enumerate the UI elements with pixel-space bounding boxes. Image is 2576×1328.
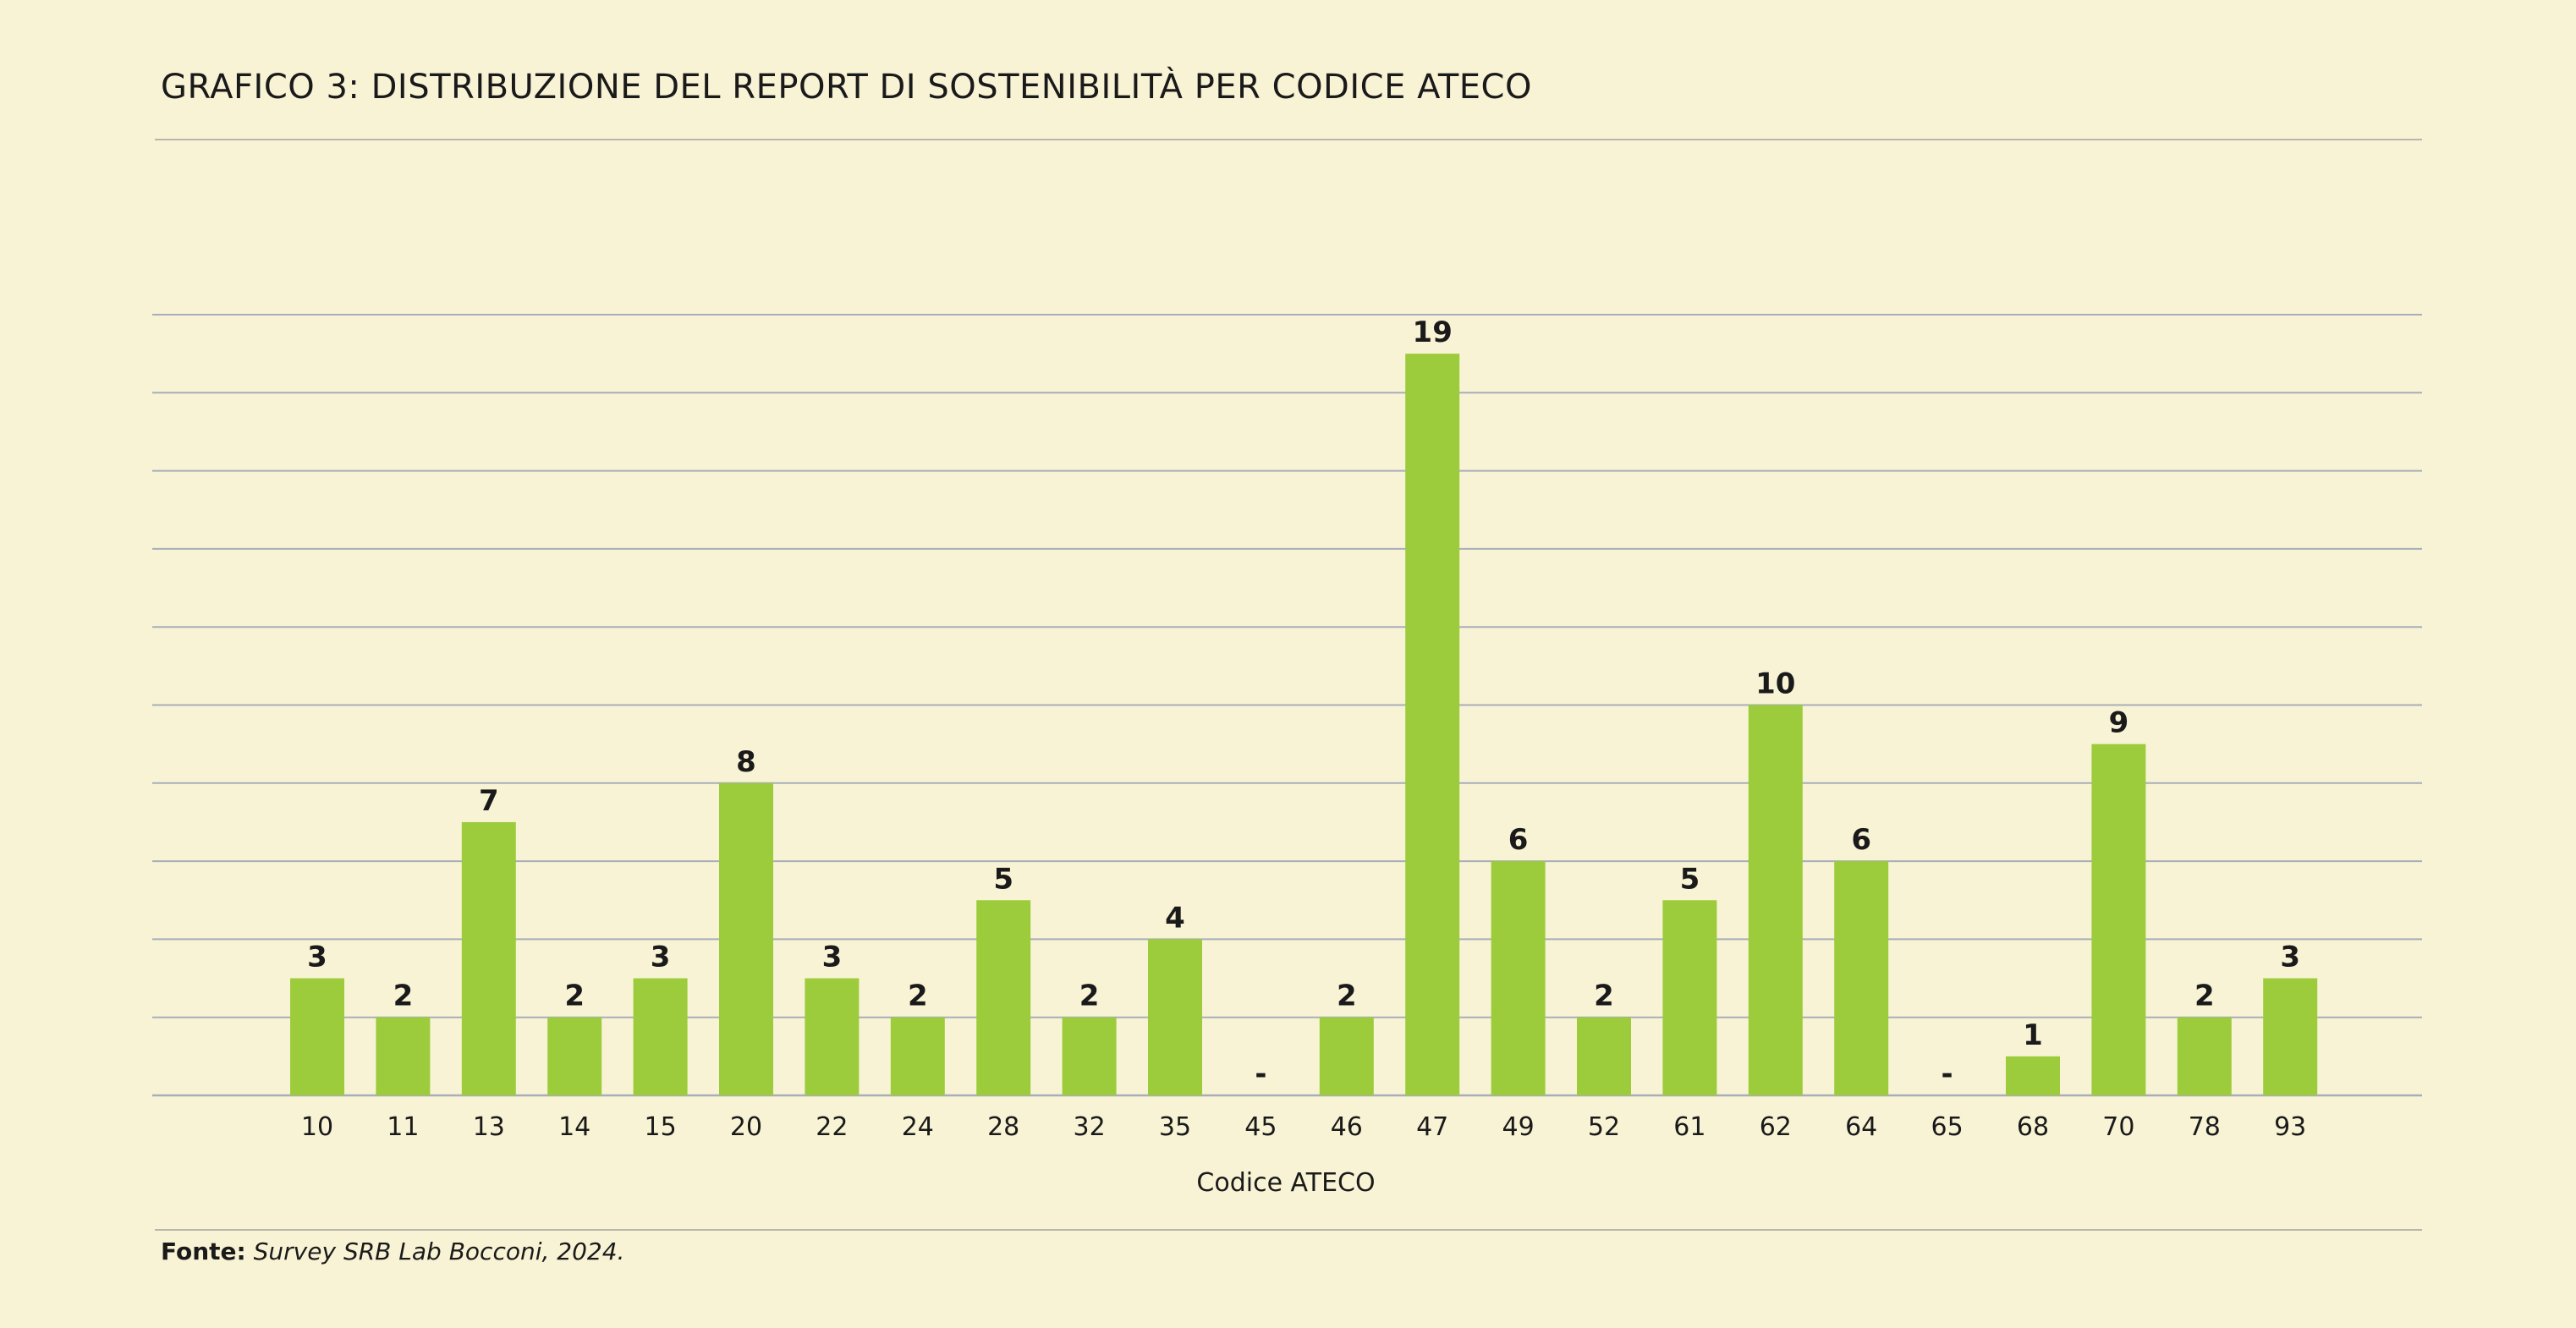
x-tick-10: 10 (301, 1112, 333, 1142)
bar-35 (1148, 939, 1202, 1095)
bar-52 (1577, 1017, 1631, 1095)
x-tick-24: 24 (902, 1112, 934, 1142)
source-label: Fonte: (161, 1237, 246, 1265)
x-tick-62: 62 (1760, 1112, 1792, 1142)
bars (290, 354, 2318, 1095)
x-axis-label: Codice ATECO (1196, 1168, 1375, 1198)
data-label-61: 5 (1680, 862, 1700, 896)
top-divider (155, 139, 2422, 140)
data-label-28: 5 (993, 862, 1013, 896)
data-label-62: 10 (1755, 667, 1795, 701)
bar-20 (719, 782, 773, 1095)
x-tick-47: 47 (1416, 1112, 1448, 1142)
x-tick-32: 32 (1074, 1112, 1106, 1142)
x-tick-28: 28 (987, 1112, 1019, 1142)
x-tick-labels: 10 11 13 14 15 20 22 24 28 32 35 45 46 47 49 52 61 62 64 65… (301, 1112, 2306, 1142)
source-text: Survey SRB Lab Bocconi, 2024. (253, 1237, 625, 1265)
data-label-20: 8 (736, 745, 756, 779)
data-label-24: 2 (908, 980, 928, 1013)
bar-24 (890, 1017, 945, 1095)
bar-68 (2006, 1056, 2060, 1095)
bar-47 (1405, 354, 1460, 1095)
bar-13 (461, 821, 516, 1095)
x-tick-61: 61 (1673, 1112, 1705, 1142)
bar-78 (2177, 1017, 2232, 1095)
bar-61 (1662, 900, 1717, 1095)
data-label-64: 6 (1851, 823, 1871, 857)
x-tick-65: 65 (1931, 1112, 1964, 1142)
bar-14 (547, 1017, 602, 1095)
x-tick-15: 15 (645, 1112, 677, 1142)
x-tick-93: 93 (2274, 1112, 2306, 1142)
bar-64 (1834, 861, 1889, 1095)
bottom-divider (155, 1229, 2422, 1231)
x-tick-35: 35 (1159, 1112, 1191, 1142)
data-label-14: 2 (564, 980, 585, 1013)
data-label-47: 19 (1413, 316, 1453, 349)
x-tick-45: 45 (1244, 1112, 1277, 1142)
data-label-70: 9 (2109, 706, 2129, 740)
bar-93 (2263, 978, 2318, 1095)
x-tick-20: 20 (730, 1112, 762, 1142)
data-label-45: - (1255, 1057, 1266, 1091)
data-label-32: 2 (1079, 980, 1100, 1013)
x-tick-46: 46 (1331, 1112, 1363, 1142)
data-label-93: 3 (2280, 941, 2300, 974)
x-tick-49: 49 (1502, 1112, 1535, 1142)
x-tick-22: 22 (816, 1112, 848, 1142)
x-tick-14: 14 (558, 1112, 590, 1142)
bar-46 (1319, 1017, 1374, 1095)
bar-10 (290, 978, 344, 1095)
gridlines (152, 314, 2422, 1097)
data-label-52: 2 (1594, 980, 1614, 1013)
bar-62 (1748, 705, 1803, 1095)
bar-11 (376, 1017, 431, 1095)
data-label-11: 2 (393, 980, 414, 1013)
x-tick-64: 64 (1845, 1112, 1877, 1142)
bar-49 (1491, 861, 1546, 1095)
x-tick-78: 78 (2189, 1112, 2221, 1142)
data-label-46: 2 (1337, 980, 1357, 1013)
data-label-65: - (1942, 1057, 1953, 1091)
data-label-10: 3 (307, 941, 327, 974)
data-label-49: 6 (1508, 823, 1529, 857)
bar-70 (2091, 744, 2146, 1095)
data-label-13: 7 (479, 784, 499, 818)
bar-22 (805, 978, 860, 1095)
x-tick-70: 70 (2102, 1112, 2134, 1142)
x-tick-13: 13 (473, 1112, 505, 1142)
data-label-15: 3 (651, 941, 671, 974)
x-tick-11: 11 (387, 1112, 419, 1142)
x-tick-68: 68 (2017, 1112, 2049, 1142)
data-label-22: 3 (822, 941, 843, 974)
bar-15 (633, 978, 688, 1095)
bar-32 (1062, 1017, 1117, 1095)
chart-title: GRAFICO 3: DISTRIBUZIONE DEL REPORT DI S… (161, 68, 1532, 107)
bar-28 (976, 900, 1031, 1095)
data-label-78: 2 (2194, 980, 2215, 1013)
x-tick-52: 52 (1588, 1112, 1620, 1142)
data-label-35: 4 (1165, 901, 1185, 935)
source-note: Fonte: Survey SRB Lab Bocconi, 2024. (161, 1237, 624, 1265)
data-label-68: 1 (2023, 1018, 2043, 1052)
